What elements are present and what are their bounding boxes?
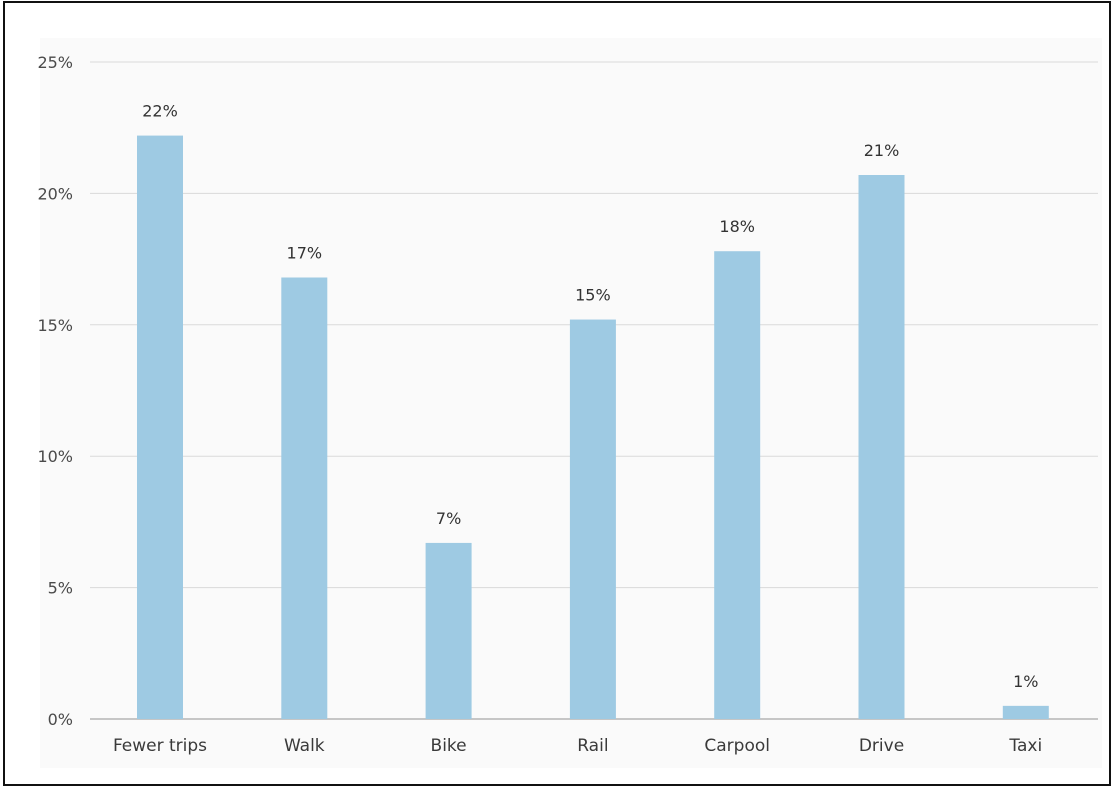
data-label: 1% <box>1013 672 1038 691</box>
y-tick-label: 10% <box>37 447 73 466</box>
bar-fewer-trips <box>137 135 183 720</box>
y-tick-label: 5% <box>48 579 73 598</box>
x-tick-label: Taxi <box>1008 736 1042 756</box>
y-axis-ticks: 0% 5% 10% 15% 20% 25% <box>37 53 73 729</box>
x-tick-label: Bike <box>431 736 467 756</box>
data-label: 17% <box>287 243 323 262</box>
data-label: 18% <box>719 217 755 236</box>
bar-taxi <box>1002 705 1049 719</box>
x-tick-label: Fewer trips <box>113 736 207 756</box>
bar-bike <box>425 542 472 719</box>
bar-rail <box>569 319 616 719</box>
y-tick-label: 20% <box>37 184 73 203</box>
bar-drive <box>858 175 905 719</box>
y-tick-label: 0% <box>48 710 73 729</box>
data-label: 7% <box>436 509 461 528</box>
x-tick-label: Carpool <box>704 736 770 756</box>
data-label: 15% <box>575 286 611 305</box>
data-label: 22% <box>142 102 178 121</box>
bar-walk <box>281 277 328 719</box>
y-tick-label: 15% <box>37 316 73 335</box>
x-tick-label: Drive <box>859 736 904 756</box>
data-labels: 22% 17% 7% 15% 18% 21% 1% <box>142 102 1038 691</box>
x-tick-label: Rail <box>577 736 608 756</box>
data-label: 21% <box>864 141 900 160</box>
x-axis-categories: Fewer trips Walk Bike Rail Carpool Drive Taxi <box>113 736 1042 756</box>
y-tick-label: 25% <box>37 53 73 72</box>
x-tick-label: Walk <box>284 736 325 756</box>
bar-carpool <box>714 251 761 719</box>
bars <box>137 135 1049 720</box>
